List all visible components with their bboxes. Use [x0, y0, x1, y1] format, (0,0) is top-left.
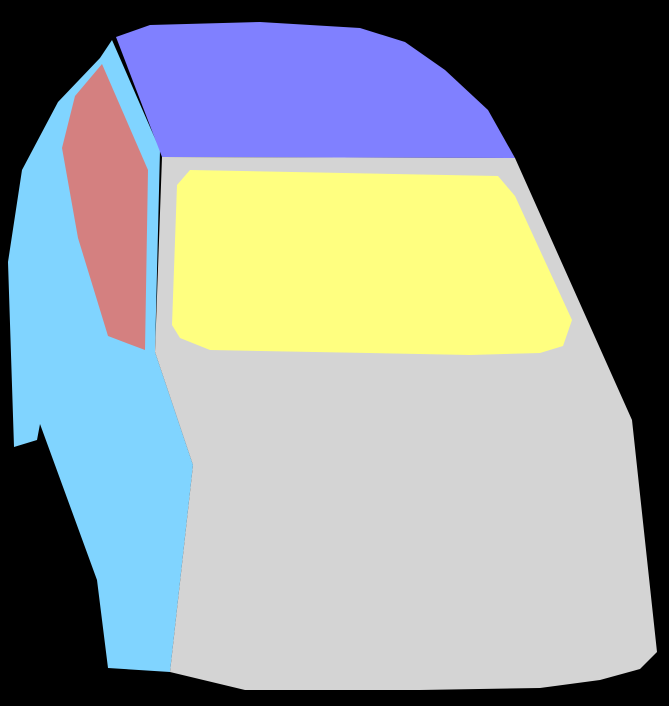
windshield-region: [172, 170, 572, 355]
side-window-region: [62, 64, 148, 350]
roof-region: [116, 22, 515, 158]
